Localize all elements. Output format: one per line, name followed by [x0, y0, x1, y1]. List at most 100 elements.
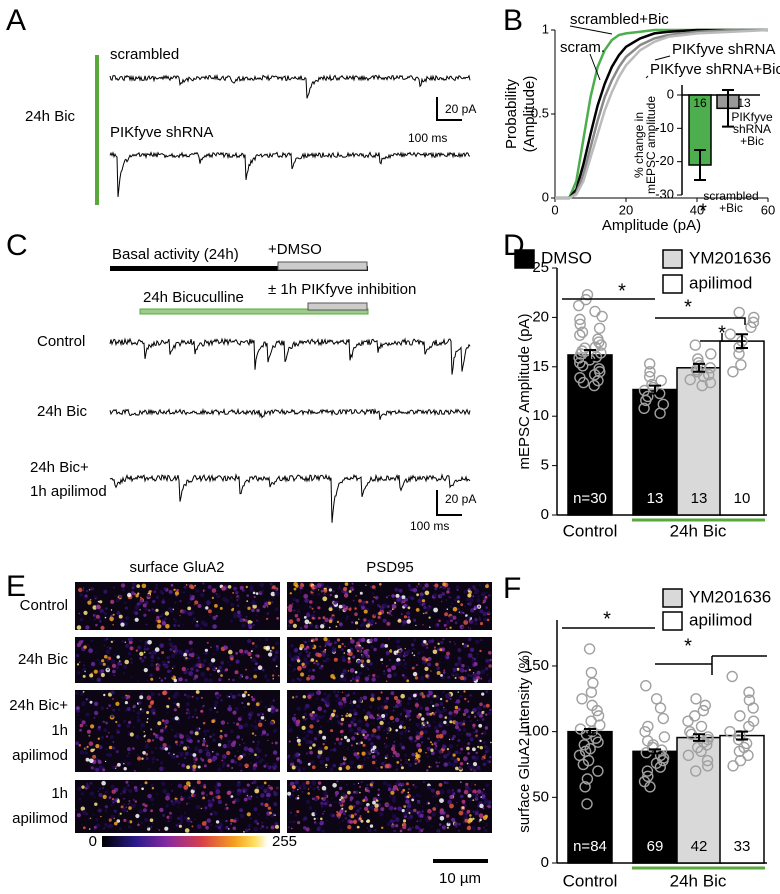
punctum — [104, 655, 108, 659]
punctum — [404, 754, 407, 757]
punctum — [180, 593, 181, 594]
trace-label: scrambled — [110, 46, 179, 63]
punctum — [317, 606, 320, 609]
punctum — [218, 666, 222, 670]
punctum — [267, 740, 268, 741]
punctum — [361, 638, 365, 642]
punctum — [400, 720, 404, 724]
punctum — [457, 600, 460, 603]
punctum — [442, 691, 445, 694]
punctum — [212, 751, 213, 752]
punctum — [380, 606, 384, 610]
punctum — [246, 600, 248, 602]
punctum — [440, 702, 443, 705]
punctum — [113, 587, 115, 589]
punctum — [129, 637, 133, 641]
punctum — [148, 768, 150, 770]
punctum — [341, 738, 343, 740]
punctum — [181, 610, 185, 614]
punctum — [348, 660, 351, 663]
punctum — [165, 796, 170, 801]
punctum — [474, 662, 478, 666]
bar — [720, 341, 764, 515]
punctum — [384, 705, 388, 709]
punctum — [320, 651, 322, 653]
punctum — [275, 651, 278, 654]
punctum — [458, 739, 460, 741]
punctum — [122, 790, 126, 794]
punctum — [81, 785, 84, 788]
punctum — [77, 714, 79, 716]
punctum — [326, 585, 329, 588]
punctum — [146, 711, 149, 714]
punctum — [251, 650, 253, 652]
punctum — [423, 828, 424, 829]
punctum — [267, 787, 269, 789]
punctum — [306, 718, 307, 719]
punctum — [413, 809, 416, 812]
punctum — [266, 618, 268, 620]
punctum — [151, 651, 156, 656]
punctum — [381, 827, 383, 829]
punctum — [203, 722, 206, 725]
punctum — [371, 781, 374, 784]
punctum — [289, 740, 291, 742]
punctum — [471, 782, 472, 783]
punctum — [308, 675, 309, 676]
punctum — [231, 742, 236, 747]
punctum — [270, 709, 275, 714]
punctum — [95, 598, 96, 599]
punctum — [389, 606, 390, 607]
punctum — [485, 596, 488, 599]
n-label: 33 — [734, 838, 751, 855]
sig-bracket — [655, 318, 745, 325]
punctum — [337, 621, 339, 623]
punctum — [275, 814, 276, 815]
punctum — [306, 752, 308, 754]
punctum — [178, 722, 180, 724]
punctum — [167, 661, 170, 664]
punctum — [460, 782, 461, 783]
punctum — [482, 718, 485, 721]
punctum — [111, 715, 114, 718]
punctum — [350, 702, 352, 704]
punctum — [416, 585, 419, 588]
punctum — [323, 791, 327, 795]
n-label: 13 — [737, 96, 751, 110]
punctum — [371, 722, 372, 723]
punctum — [314, 585, 318, 589]
punctum — [215, 587, 217, 589]
punctum — [316, 663, 319, 666]
punctum — [460, 611, 463, 614]
punctum — [363, 650, 367, 654]
punctum — [470, 737, 474, 741]
punctum — [419, 706, 423, 710]
punctum — [169, 642, 174, 647]
punctum — [102, 828, 104, 830]
punctum — [103, 590, 107, 594]
punctum — [86, 590, 88, 592]
punctum — [292, 615, 293, 616]
punctum — [339, 822, 340, 823]
punctum — [243, 742, 245, 744]
punctum — [423, 781, 425, 783]
punctum — [403, 819, 406, 822]
punctum — [349, 590, 352, 593]
punctum — [469, 669, 471, 671]
punctum — [123, 665, 127, 669]
punctum — [200, 785, 203, 788]
punctum — [392, 755, 394, 757]
protocol-box — [308, 303, 367, 310]
punctum — [196, 663, 200, 667]
punctum — [266, 826, 268, 828]
punctum — [195, 747, 199, 751]
punctum — [375, 760, 377, 762]
punctum — [466, 666, 469, 669]
punctum — [474, 784, 476, 786]
punctum — [217, 711, 219, 713]
punctum — [379, 583, 382, 586]
punctum — [347, 739, 351, 743]
punctum — [288, 620, 289, 621]
punctum — [475, 729, 478, 732]
punctum — [198, 604, 202, 608]
